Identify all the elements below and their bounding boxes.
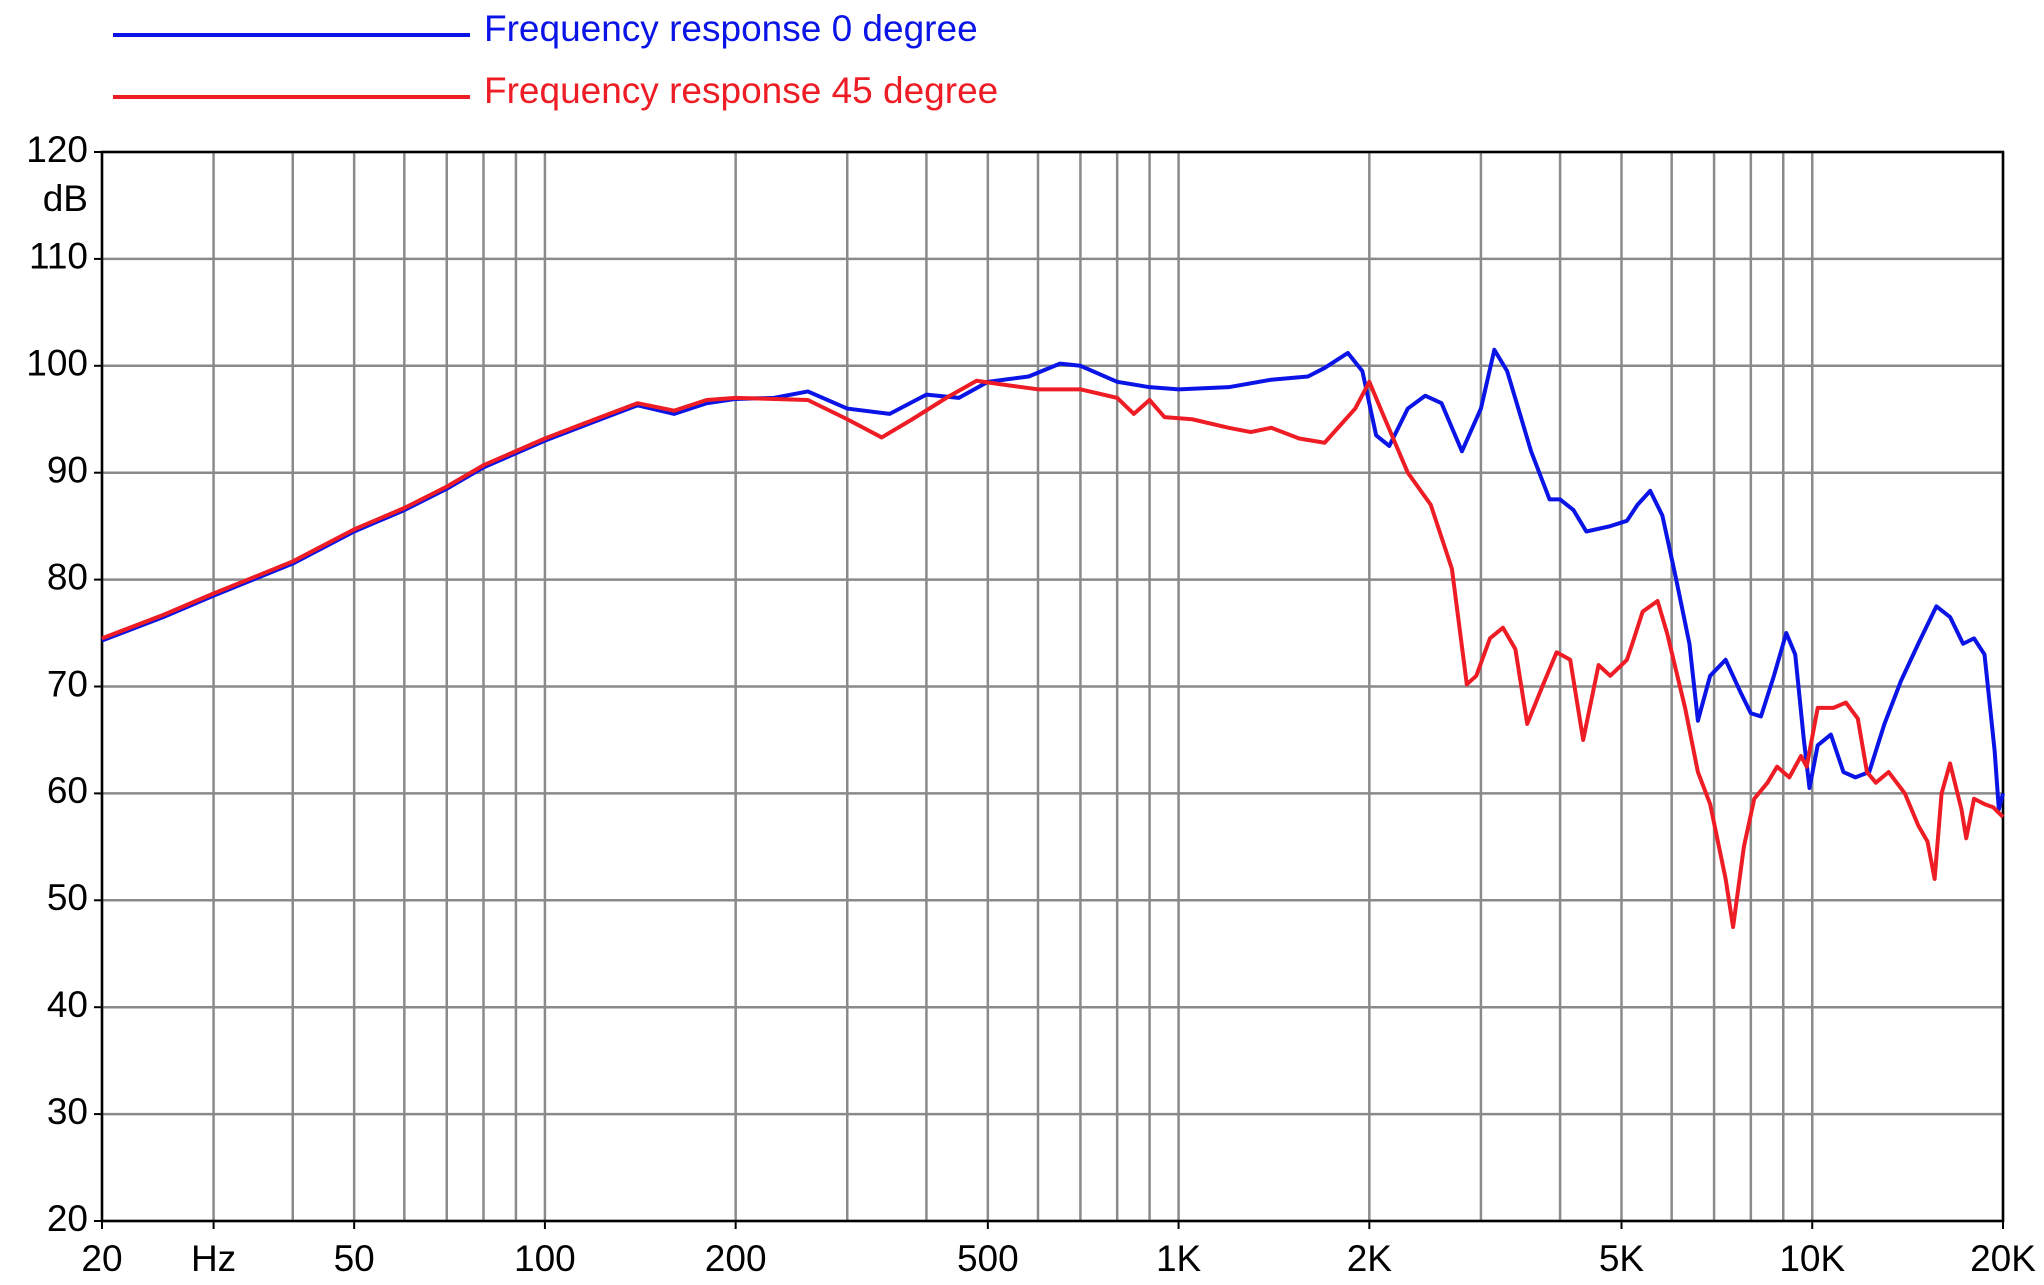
y-tick-label: 40 — [47, 984, 88, 1025]
x-tick-label: 20K — [1970, 1238, 2036, 1279]
x-tick-label: 200 — [705, 1238, 767, 1279]
y-tick-label: 110 — [29, 236, 88, 277]
y-tick-label: 90 — [47, 449, 88, 490]
y-axis-label: dB — [43, 178, 88, 219]
series-line — [101, 378, 2005, 930]
legend-label: Frequency response 45 degree — [484, 70, 998, 111]
x-tick-label: 500 — [957, 1238, 1019, 1279]
x-tick-label: 2K — [1347, 1238, 1393, 1279]
x-tick-label: 10K — [1779, 1238, 1845, 1279]
y-tick-label: 120 — [26, 129, 88, 170]
legend-label: Frequency response 0 degree — [484, 8, 978, 49]
y-tick-label: 80 — [47, 556, 88, 597]
x-tick-label: Hz — [191, 1238, 236, 1279]
y-tick-label: 20 — [47, 1198, 88, 1239]
x-tick-label: 50 — [334, 1238, 375, 1279]
x-tick-label: 100 — [514, 1238, 576, 1279]
x-tick-label: 1K — [1156, 1238, 1202, 1279]
y-tick-label: 30 — [47, 1091, 88, 1132]
y-tick-label: 100 — [26, 343, 88, 384]
x-tick-label: 5K — [1599, 1238, 1645, 1279]
y-tick-label: 70 — [47, 663, 88, 704]
y-tick-label: 50 — [47, 877, 88, 918]
plot-frame — [100, 150, 2005, 1223]
y-tick-label: 60 — [47, 770, 88, 811]
x-tick-label: 20 — [81, 1238, 122, 1279]
